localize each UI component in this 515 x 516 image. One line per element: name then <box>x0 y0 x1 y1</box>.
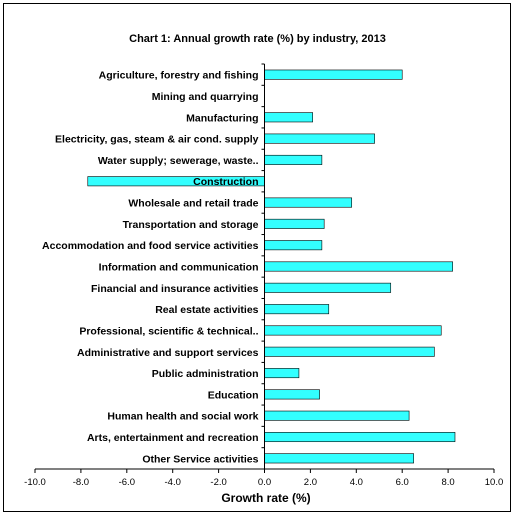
category-label-12: Professional, scientific & technical.. <box>79 325 258 337</box>
x-tick-label-6: 2.0 <box>304 477 317 488</box>
bar-7 <box>264 218 325 229</box>
x-tick-label-4: -2.0 <box>210 477 226 488</box>
x-tick-label-1: -8.0 <box>73 477 89 488</box>
x-tick-label-8: 6.0 <box>396 477 409 488</box>
category-label-2: Manufacturing <box>186 112 258 124</box>
category-label-5: Construction <box>193 176 258 188</box>
category-label-10: Financial and insurance activities <box>91 283 259 295</box>
bar-9 <box>264 261 453 272</box>
x-axis-label: Growth rate (%) <box>221 491 311 505</box>
bar-10 <box>264 282 392 293</box>
category-label-15: Education <box>208 389 259 401</box>
bar-14 <box>264 368 300 379</box>
bar-16 <box>264 410 410 421</box>
chart-frame <box>3 3 511 512</box>
bar-8 <box>264 240 323 251</box>
category-label-17: Arts, entertainment and recreation <box>87 432 259 444</box>
x-tick-label-10: 10.0 <box>485 477 504 488</box>
bar-17 <box>264 432 456 443</box>
bar-13 <box>264 346 435 357</box>
x-tick-label-9: 8.0 <box>441 477 454 488</box>
category-label-13: Administrative and support services <box>77 347 259 359</box>
category-label-9: Information and communication <box>99 262 259 274</box>
x-tick-label-3: -4.0 <box>165 477 181 488</box>
category-label-3: Electricity, gas, steam & air cond. supp… <box>55 134 259 146</box>
x-tick-label-5: 0.0 <box>258 477 271 488</box>
category-label-8: Accommodation and food service activitie… <box>42 240 259 252</box>
chart-title: Chart 1: Annual growth rate (%) by indus… <box>129 33 386 45</box>
category-label-18: Other Service activities <box>142 453 258 465</box>
category-label-7: Transportation and storage <box>123 219 259 231</box>
x-tick-label-2: -6.0 <box>119 477 135 488</box>
bar-0 <box>264 69 403 80</box>
bar-11 <box>264 304 330 315</box>
category-label-1: Mining and quarrying <box>152 91 259 103</box>
bar-15 <box>264 389 320 400</box>
bar-4 <box>264 154 323 165</box>
category-label-6: Wholesale and retail trade <box>128 198 258 210</box>
x-tick-label-7: 4.0 <box>350 477 363 488</box>
category-label-0: Agriculture, forestry and fishing <box>99 70 259 82</box>
category-label-14: Public administration <box>152 368 259 380</box>
bar-18 <box>264 453 414 464</box>
bar-2 <box>264 112 313 123</box>
category-label-16: Human health and social work <box>107 411 258 423</box>
bar-12 <box>264 325 442 336</box>
category-label-4: Water supply; sewerage, waste.. <box>98 155 259 167</box>
bar-6 <box>264 197 353 208</box>
x-tick-label-0: -10.0 <box>24 477 46 488</box>
category-label-11: Real estate activities <box>155 304 258 316</box>
bar-3 <box>264 133 375 144</box>
